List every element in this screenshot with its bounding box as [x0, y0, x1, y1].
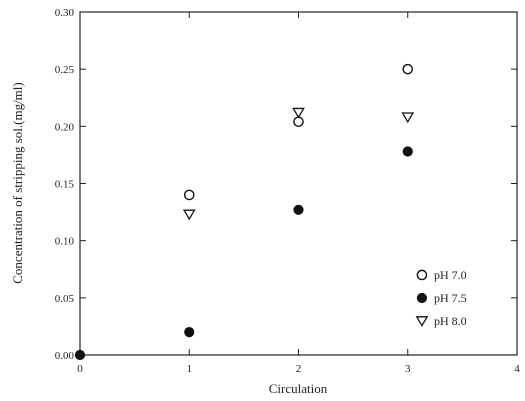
legend: pH 7.0 pH 7.5 pH 8.0 [415, 268, 467, 328]
data-point [292, 107, 305, 119]
data-point [182, 209, 196, 221]
axis-tick-labels: 0.00 0.05 0.10 0.15 0.20 0.25 0.30 0 1 2 3 4 [55, 7, 521, 375]
y-tick-label: 0.30 [55, 7, 75, 19]
legend-label: pH 7.5 [434, 291, 467, 305]
y-tick-label: 0.00 [55, 350, 75, 362]
data-point [402, 146, 413, 157]
data-points [74, 63, 415, 361]
legend-marker [416, 269, 428, 281]
legend-marker [415, 316, 429, 327]
data-point [402, 63, 414, 75]
y-tick-label: 0.25 [55, 64, 75, 76]
y-axis-title: Concentration of stripping sol.(mg/ml) [10, 82, 25, 283]
x-tick-label: 1 [187, 363, 193, 375]
y-tick-label: 0.10 [55, 236, 75, 248]
y-tick-label: 0.05 [55, 293, 75, 305]
y-tick-label: 0.20 [55, 121, 75, 133]
data-point [401, 112, 415, 124]
x-tick-label: 0 [77, 363, 83, 375]
x-tick-label: 4 [514, 363, 520, 375]
legend-marker [416, 292, 428, 304]
x-tick-label: 2 [296, 363, 302, 375]
data-point [183, 189, 195, 201]
legend-label: pH 8.0 [434, 314, 467, 328]
data-point [184, 327, 195, 338]
legend-label: pH 7.0 [434, 268, 467, 282]
x-tick-label: 3 [405, 363, 411, 375]
data-point [293, 204, 304, 215]
y-tick-label: 0.15 [55, 179, 75, 191]
data-point [74, 349, 86, 361]
axis-ticks [79, 11, 518, 356]
x-axis-title: Circulation [269, 381, 328, 396]
